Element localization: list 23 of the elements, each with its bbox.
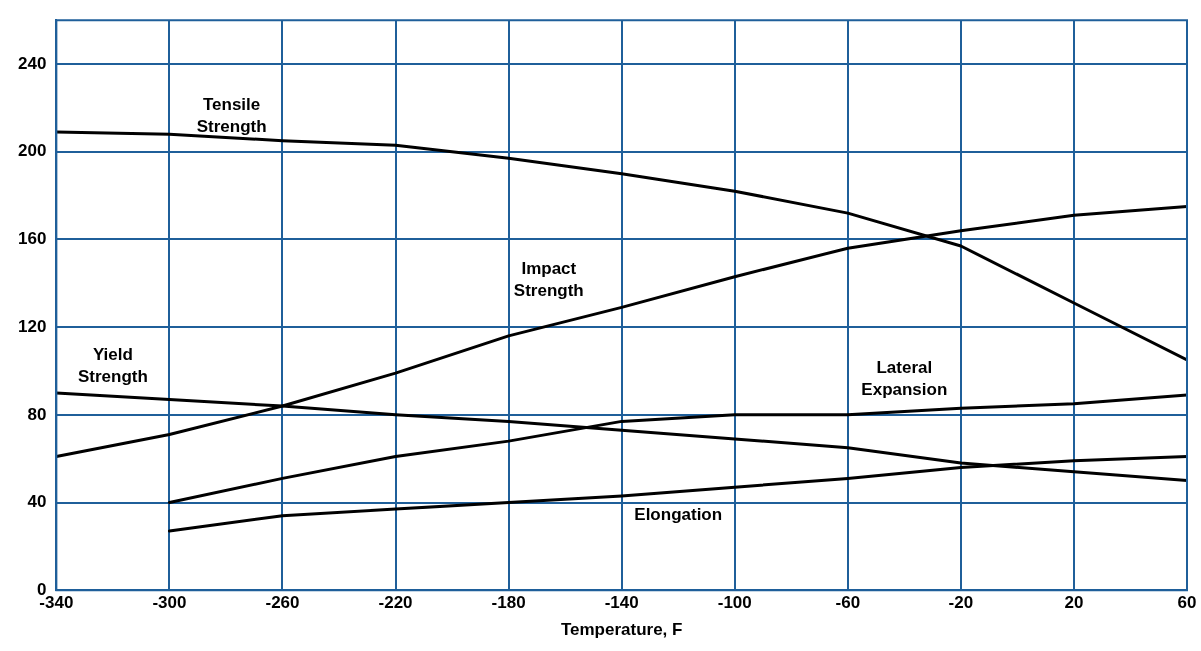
y-tick-label: 120: [17, 316, 47, 336]
y-tick-label: 80: [27, 404, 47, 424]
y-tick-label: 40: [27, 492, 47, 512]
x-tick-label: 60: [1177, 593, 1197, 613]
series-label: Yield Strength: [77, 344, 148, 386]
x-tick-label: -260: [265, 593, 300, 613]
x-tick-label: -140: [604, 593, 639, 613]
series-label: Lateral Expansion: [861, 358, 948, 400]
series-label: Elongation: [634, 505, 723, 525]
y-tick-label: 0: [36, 579, 47, 599]
series-label: Tensile Strength: [196, 94, 267, 136]
x-tick-label: -60: [835, 593, 861, 613]
x-axis-title: Temperature, F: [560, 620, 683, 640]
x-tick-label: -180: [491, 593, 526, 613]
series-label: Impact Strength: [513, 258, 584, 300]
y-tick-label: 240: [17, 53, 47, 73]
x-tick-label: -100: [717, 593, 752, 613]
y-tick-label: 200: [17, 141, 47, 161]
x-tick-label: -300: [152, 593, 187, 613]
x-tick-label: 20: [1064, 593, 1084, 613]
x-tick-label: -20: [948, 593, 974, 613]
y-tick-label: 160: [17, 229, 47, 249]
x-tick-label: -220: [378, 593, 413, 613]
